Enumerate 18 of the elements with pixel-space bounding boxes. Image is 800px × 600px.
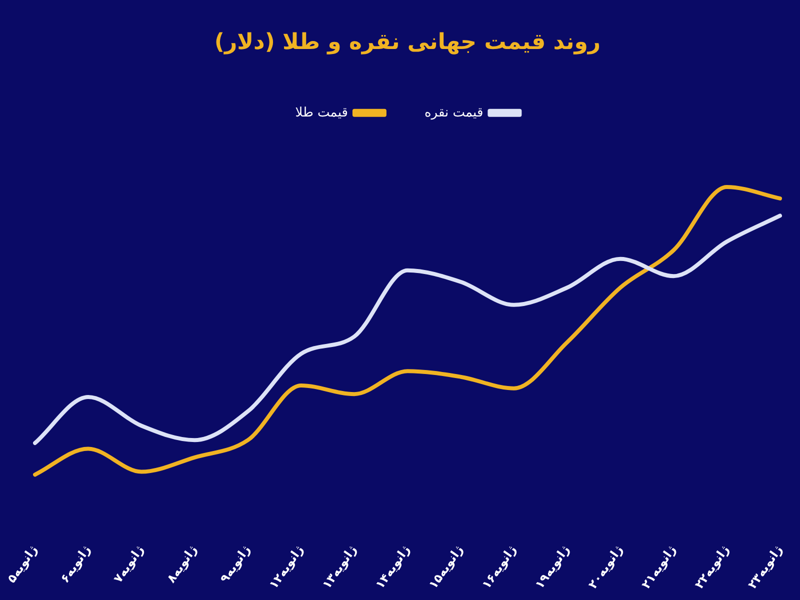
x-tick-label: ۲۱ژانویه (638, 542, 679, 592)
x-tick-label: ۹ژانویه (217, 542, 253, 586)
x-tick-label: ۱۶ژانویه (479, 542, 519, 592)
x-tick-label: ۷ژانویه (110, 542, 146, 586)
x-tick-label: ۲۲ژانویه (692, 542, 732, 592)
x-tick-label: ۱۵ژانویه (426, 542, 466, 592)
x-tick-label: ۶ژانویه (58, 542, 94, 586)
x-tick-label: ۵ژانویه (4, 542, 40, 586)
x-tick-label: ۱۹ژانویه (532, 542, 572, 592)
x-tick-label: ۱۴ژانویه (372, 542, 413, 592)
chart-title: روند قیمت جهانی نقره و طلا (دلار) (214, 30, 601, 55)
x-tick-label: ۲۰ژانویه (586, 542, 626, 592)
x-tick-label: ۱۳ژانویه (319, 542, 360, 592)
legend-label: قیمت طلا (295, 105, 348, 120)
x-tick-label: ۸ژانویه (164, 542, 200, 586)
x-tick-label: ۲۳ژانویه (745, 542, 786, 592)
x-tick-label: ۱۲ژانویه (266, 542, 306, 592)
legend-label: قیمت نقره (424, 105, 484, 120)
